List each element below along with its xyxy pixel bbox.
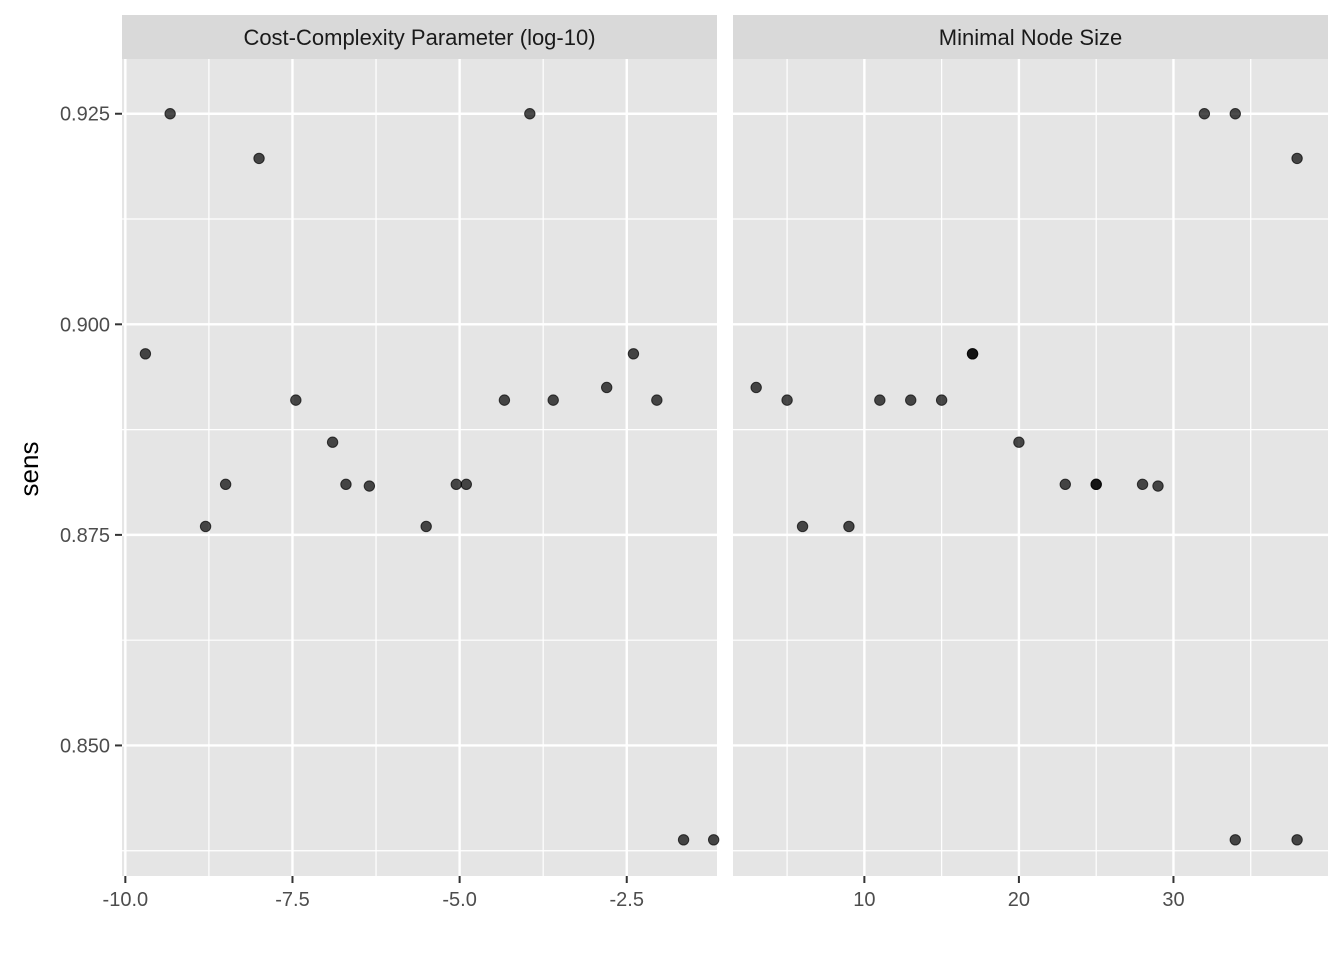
x-tick-label: -10.0: [103, 889, 149, 911]
data-point: [966, 348, 979, 360]
data-point: [139, 348, 152, 360]
data-point: [1291, 834, 1303, 846]
data-point: [843, 520, 855, 533]
data-point: [1013, 436, 1025, 448]
data-point: [498, 394, 511, 406]
data-point: [1229, 834, 1241, 846]
data-point: [1136, 478, 1149, 491]
data-point: [781, 394, 793, 406]
data-point: [326, 436, 339, 448]
data-point: [363, 480, 376, 492]
y-tick-label: 0.925: [60, 104, 110, 126]
x-tick-label: 20: [1008, 889, 1030, 911]
data-point: [707, 834, 720, 846]
data-point: [1090, 478, 1102, 491]
data-point: [905, 394, 917, 406]
data-point: [1198, 108, 1211, 120]
data-point: [450, 478, 462, 491]
x-tick-label: 30: [1162, 889, 1184, 911]
data-point: [1291, 152, 1303, 165]
data-point: [420, 520, 432, 533]
data-point: [1059, 478, 1071, 491]
data-point: [253, 152, 265, 165]
panel-background: [122, 59, 717, 876]
data-point: [199, 520, 212, 533]
y-axis-title: sens: [14, 442, 44, 497]
data-point: [460, 478, 472, 491]
facet-panel: Minimal Node Size 10 20 30: [733, 15, 1328, 911]
x-tick-label: 10: [853, 889, 875, 911]
data-point: [627, 348, 640, 360]
facet-strip-label: Minimal Node Size: [939, 25, 1122, 50]
data-point: [600, 381, 613, 394]
data-point: [1229, 108, 1241, 120]
data-point: [935, 394, 948, 406]
facet-panel: Cost-Complexity Parameter (log-10) -10.0 -…: [60, 15, 720, 911]
panel-background: [733, 59, 1328, 876]
data-point: [677, 834, 690, 846]
data-point: [750, 381, 762, 394]
data-point: [340, 478, 352, 491]
x-tick-label: -2.5: [610, 889, 644, 911]
data-point: [1152, 480, 1164, 492]
y-tick-label: 0.875: [60, 525, 110, 547]
data-point: [164, 108, 176, 120]
facet-strip-label: Cost-Complexity Parameter (log-10): [243, 25, 595, 50]
data-point: [219, 478, 232, 491]
data-point: [874, 394, 886, 406]
facet-strip: [122, 15, 717, 59]
facet-strip: [733, 15, 1328, 59]
data-point: [524, 108, 536, 120]
data-point: [547, 394, 559, 406]
y-tick-label: 0.900: [60, 314, 110, 336]
x-tick-label: -7.5: [275, 889, 309, 911]
data-point: [796, 520, 809, 533]
data-point: [651, 394, 663, 406]
y-tick-label: 0.850: [60, 735, 110, 757]
x-tick-label: -5.0: [442, 889, 476, 911]
data-point: [290, 394, 302, 406]
